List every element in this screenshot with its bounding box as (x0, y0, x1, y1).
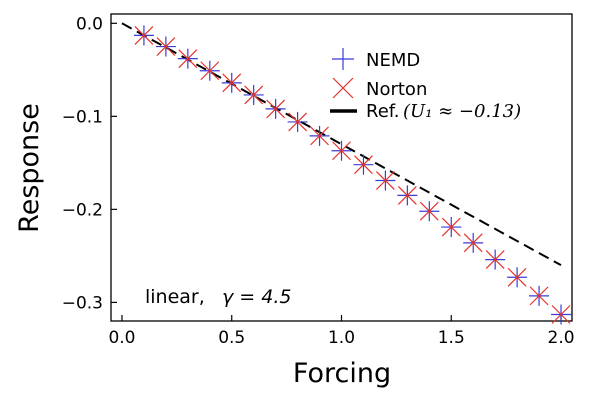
norton-point (244, 85, 264, 105)
norton-point (507, 267, 527, 287)
norton-point (354, 155, 373, 175)
x-tick-label: 0.5 (218, 328, 245, 348)
norton-point (288, 112, 308, 132)
norton-point (222, 73, 242, 93)
axis-ticks: 0.0 0.5 1.0 1.5 2.0 0.0 −0.1 −0.2 −0.3 (62, 14, 575, 348)
y-tick-label: −0.1 (62, 107, 103, 127)
reference-line-layer (121, 22, 562, 267)
norton-point (485, 250, 505, 270)
norton-point (419, 201, 439, 221)
legend-norton-label: Norton (366, 79, 427, 100)
norton-point (266, 99, 286, 119)
norton-point (310, 126, 329, 146)
norton-point (375, 171, 395, 190)
legend: NEMD Norton Ref. (U₁ ≈ −0.13) (330, 48, 521, 122)
y-tick-label: −0.2 (62, 200, 103, 220)
legend-ref-label: Ref. (366, 101, 400, 122)
marker-layer (133, 25, 572, 325)
plot-area (110, 13, 573, 322)
x-tick-label: 0.0 (108, 328, 135, 348)
x-tick-label: 2.0 (548, 328, 575, 348)
norton-point (529, 286, 549, 306)
norton-point (156, 37, 176, 56)
norton-point (441, 217, 461, 237)
x-tick-label: 1.0 (328, 328, 355, 348)
ref-line (121, 22, 562, 267)
legend-ref-math: (U₁ ≈ −0.13) (403, 101, 521, 122)
y-axis-label: Response (14, 103, 45, 233)
annotation: linear, γ = 4.5 (145, 286, 291, 308)
norton-point (463, 233, 483, 253)
legend-nemd-plus (332, 48, 354, 70)
legend-nemd-marker (332, 48, 354, 70)
annotation-math: γ = 4.5 (222, 286, 291, 308)
norton-point (397, 185, 417, 205)
norton-point (200, 61, 220, 81)
legend-nemd-label: NEMD (366, 50, 420, 71)
norton-point (178, 49, 198, 69)
legend-norton-marker (332, 77, 354, 99)
norton-point (332, 141, 351, 161)
x-axis-label: Forcing (293, 358, 391, 389)
norton-point (551, 305, 571, 324)
x-tick-label: 1.5 (438, 328, 465, 348)
legend-norton-x (332, 77, 354, 99)
annotation-text: linear, (145, 286, 205, 308)
y-tick-label: 0.0 (76, 14, 103, 34)
y-tick-label: −0.3 (62, 293, 103, 313)
norton-point (134, 25, 154, 45)
